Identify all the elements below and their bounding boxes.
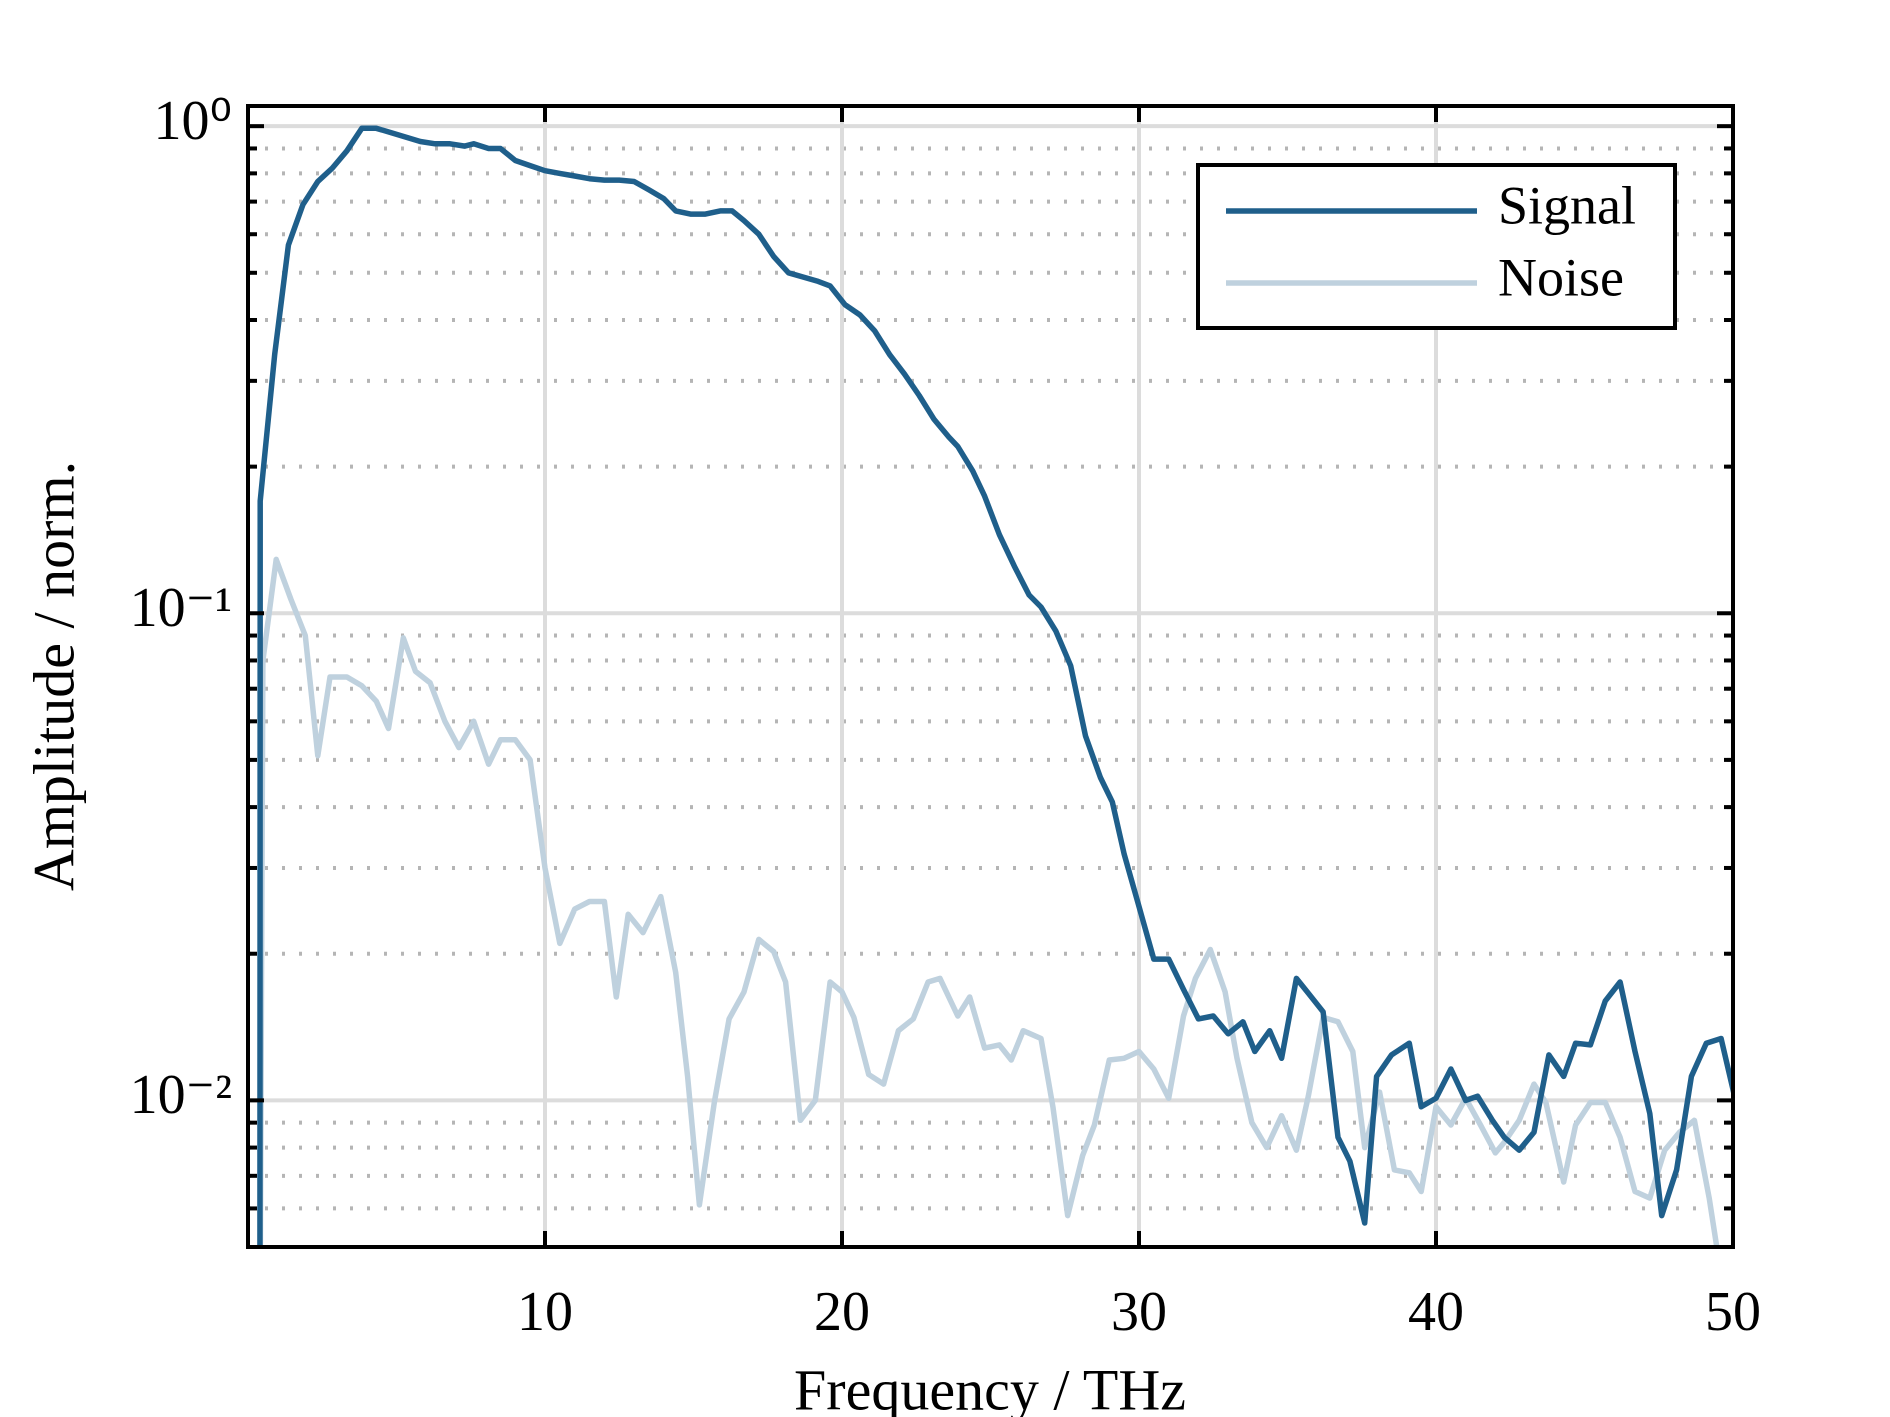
y-tick-label: 10⁻²: [130, 1064, 232, 1126]
x-tick-label: 10: [517, 1281, 573, 1343]
x-tick-label: 30: [1111, 1281, 1167, 1343]
legend-label: Noise: [1498, 247, 1624, 307]
x-tick-label: 20: [814, 1281, 870, 1343]
axes-frame: [246, 104, 1735, 1249]
x-tick-label: 40: [1408, 1281, 1464, 1343]
y-tick-label: 10⁻¹: [130, 577, 232, 639]
series-line: [257, 556, 1720, 1247]
ticks: 10⁻² 10⁻¹ 10⁰ 10 20 30 40 50: [130, 90, 1761, 1343]
x-axis-label: Frequency / THz: [794, 1357, 1186, 1417]
legend: Signal Noise: [1196, 163, 1677, 330]
y-tick-label: 10⁰: [154, 90, 232, 152]
y-axis-label: Amplitude / norm.: [21, 461, 86, 891]
x-tick-label: 50: [1705, 1281, 1761, 1343]
plot-area: [257, 125, 1733, 1247]
series-line: [257, 125, 1733, 1247]
legend-box: [1196, 163, 1677, 330]
legend-label: Signal: [1498, 175, 1636, 235]
